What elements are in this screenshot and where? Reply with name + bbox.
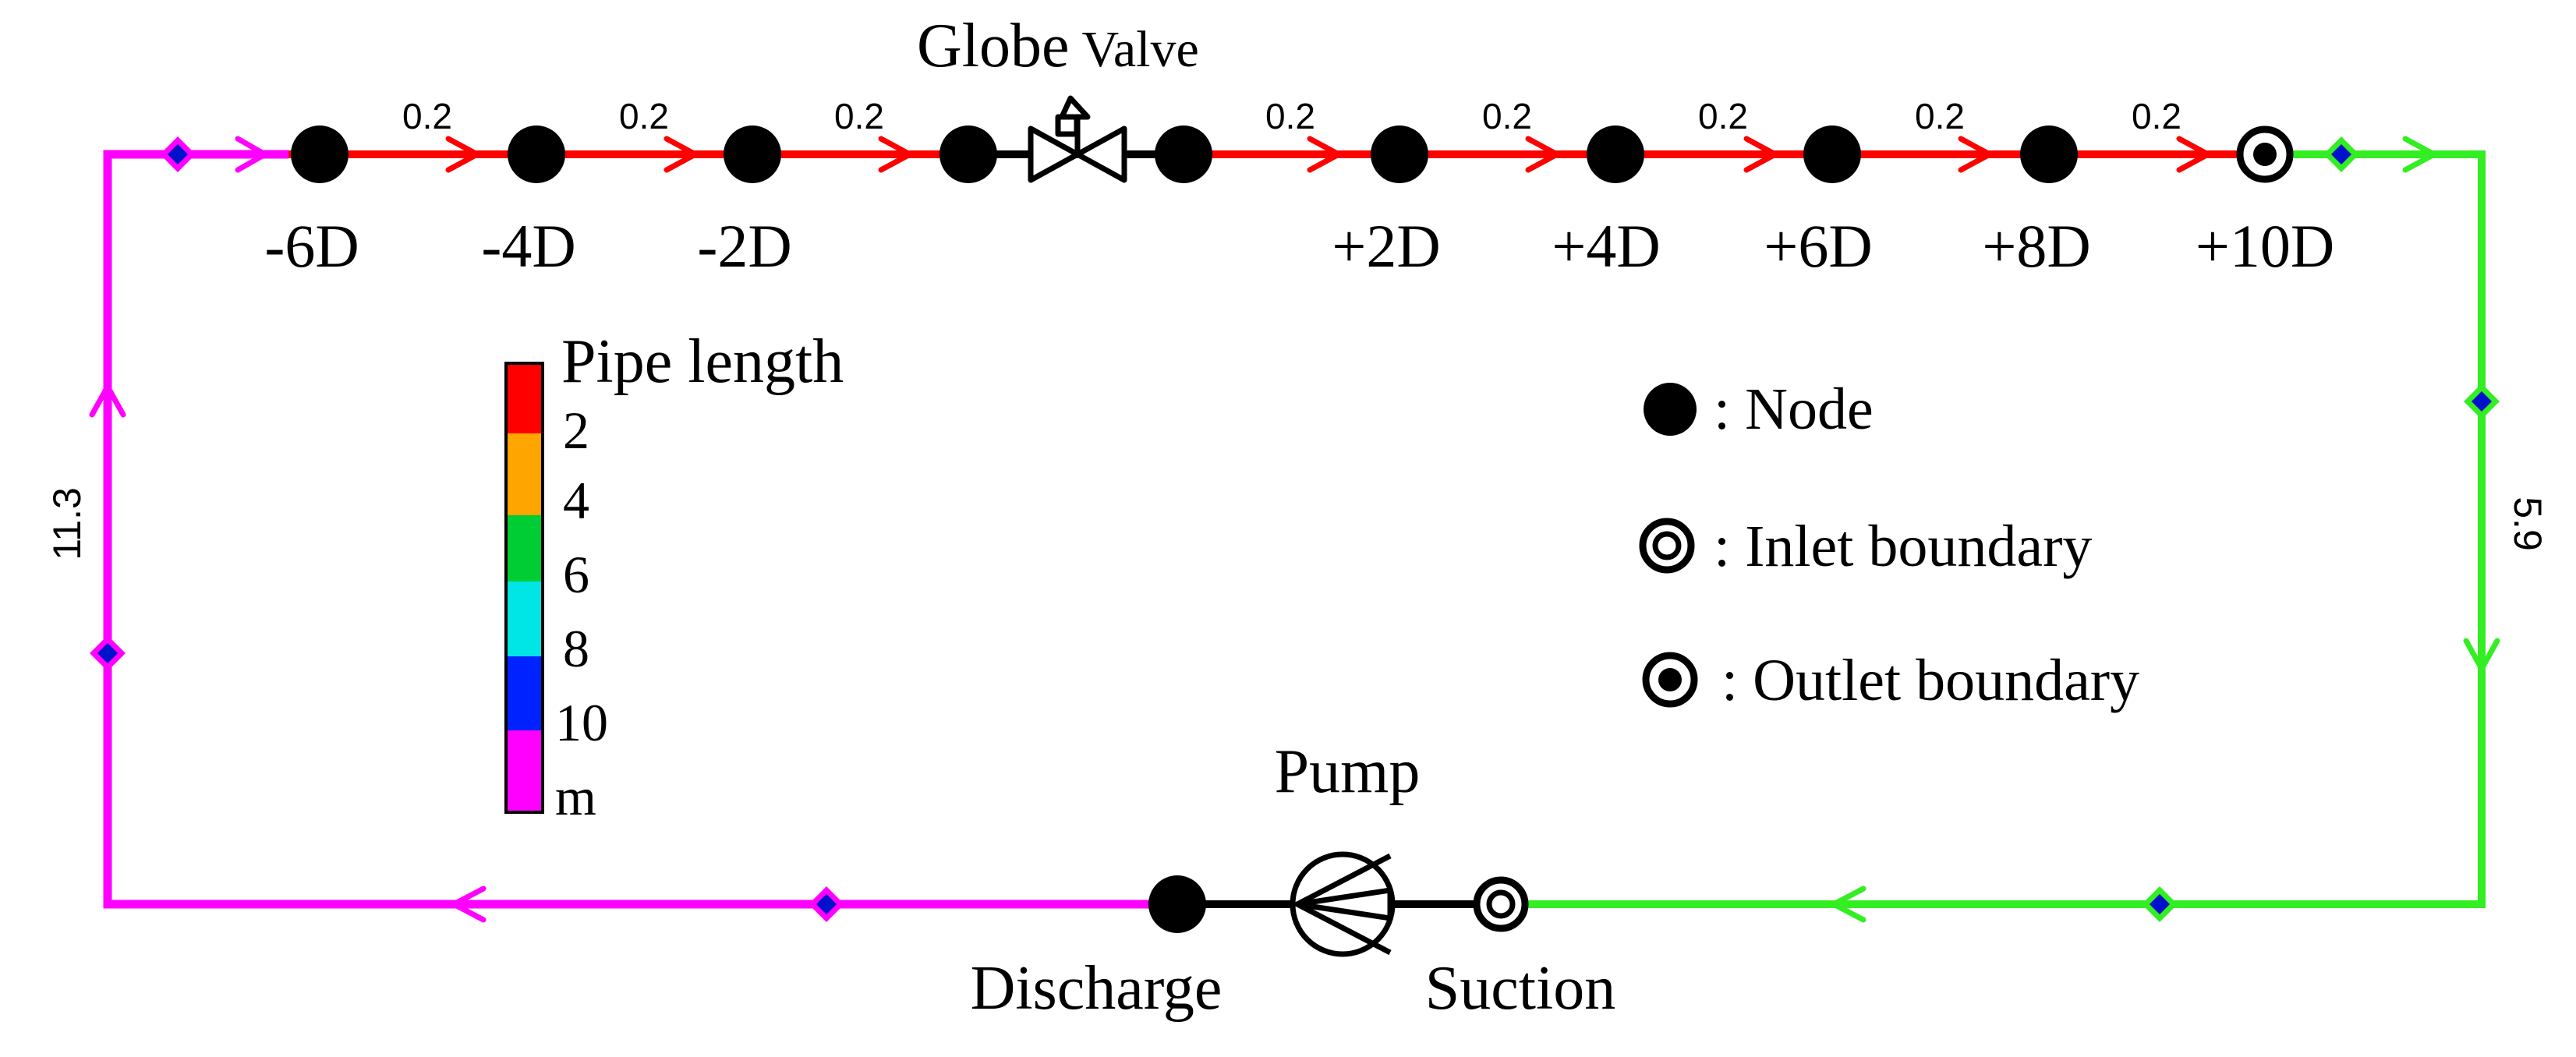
colorbar-unit: m [555, 767, 596, 826]
segment-length-label: 0.2 [834, 96, 884, 136]
flow-arrow-icon [451, 886, 487, 923]
colorbar-tick: 10 [555, 693, 608, 752]
colorbar-segment [508, 730, 541, 811]
legend-node-label: : Node [1714, 376, 1874, 442]
legend-inlet-label: : Inlet boundary [1714, 514, 2092, 579]
position-label: +2D [1332, 212, 1440, 280]
colorbar-tick: 8 [563, 619, 589, 678]
valve-title: Globe Valve [917, 12, 1199, 80]
colorbar-segment [508, 582, 541, 656]
pump-title: Pump [1275, 737, 1421, 806]
segment-length-label: 0.2 [1265, 96, 1315, 136]
segment-length-label: 0.2 [1482, 96, 1532, 136]
outlet-boundary-icon [2236, 125, 2294, 183]
legend-node-icon [1644, 383, 1697, 436]
flow-arrow-icon [235, 136, 268, 173]
pipe-marker-icon [809, 886, 844, 922]
segment-length-label: 0.2 [402, 96, 452, 136]
pipe-marker-icon [160, 136, 196, 172]
pipe-marker-icon [90, 635, 126, 671]
right-pipe-length: 5.9 [2506, 497, 2549, 551]
colorbar-tick: 6 [563, 545, 589, 604]
segment-length-label: 0.2 [2132, 96, 2181, 136]
suction-label: Suction [1425, 954, 1615, 1023]
pipe-marker-icon [2464, 384, 2500, 419]
position-label: +4D [1552, 212, 1660, 280]
legend-outlet-label: : Outlet boundary [1721, 648, 2139, 713]
flow-arrow-icon [1743, 136, 1778, 173]
position-label: +8D [1982, 212, 2090, 280]
flow-arrow-icon [663, 136, 699, 173]
position-label: -4D [481, 212, 575, 280]
position-label: +6D [1764, 212, 1872, 280]
colorbar-tick: 2 [563, 401, 589, 460]
pump-icon [1290, 851, 1396, 957]
node-icon [1155, 125, 1212, 183]
colorbar [504, 362, 544, 814]
flow-arrow-icon [2463, 638, 2500, 672]
node-icon [508, 125, 565, 183]
flow-arrow-icon [1958, 136, 1993, 173]
discharge-node-icon [1148, 875, 1206, 933]
left-pipe-length: 11.3 [45, 487, 89, 560]
pipe-marker-icon [2142, 886, 2178, 922]
legend-inlet-icon [1639, 518, 1695, 574]
flow-arrow-icon [878, 136, 913, 173]
flow-arrow-icon [1525, 136, 1560, 173]
segment-length-label: 0.2 [1698, 96, 1748, 136]
flow-arrow-icon [89, 384, 126, 418]
valve-title-sub: Valve [1082, 21, 1199, 78]
colorbar-segment [508, 365, 541, 433]
flow-arrow-icon [2402, 136, 2437, 173]
colorbar-tick: 4 [563, 471, 589, 530]
inlet-boundary-icon [1473, 876, 1529, 932]
magenta-pipe [103, 150, 1177, 909]
colorbar-segment [508, 433, 541, 515]
globe-valve-icon [1028, 95, 1127, 183]
position-label: -2D [697, 212, 791, 280]
node-icon [724, 125, 781, 183]
position-label: +10D [2196, 212, 2334, 280]
node-icon [1803, 125, 1861, 183]
segment-length-label: 0.2 [619, 96, 669, 136]
node-icon [939, 125, 997, 183]
flow-arrow-icon [1831, 886, 1867, 923]
legend: : Node : Inlet boundary : Outlet boundar… [1639, 376, 2139, 713]
flow-arrow-icon [445, 136, 480, 173]
flow-arrow-icon [2176, 136, 2211, 173]
green-pipe [1520, 150, 2486, 908]
valve-title-main: Globe [917, 12, 1070, 80]
pipe-marker-icon [2323, 136, 2359, 172]
legend-outlet-icon [1642, 652, 1698, 708]
node-icon [1587, 125, 1644, 183]
node-icon [291, 125, 349, 183]
node-icon [2020, 125, 2078, 183]
segment-length-label: 0.2 [1915, 96, 1965, 136]
colorbar-title: Pipe length [561, 327, 844, 396]
flow-arrow-icon [1307, 136, 1342, 173]
colorbar-segment [508, 656, 541, 730]
colorbar-segment [508, 515, 541, 582]
discharge-label: Discharge [971, 954, 1223, 1023]
node-icon [1371, 125, 1428, 183]
position-label: -6D [264, 212, 359, 280]
